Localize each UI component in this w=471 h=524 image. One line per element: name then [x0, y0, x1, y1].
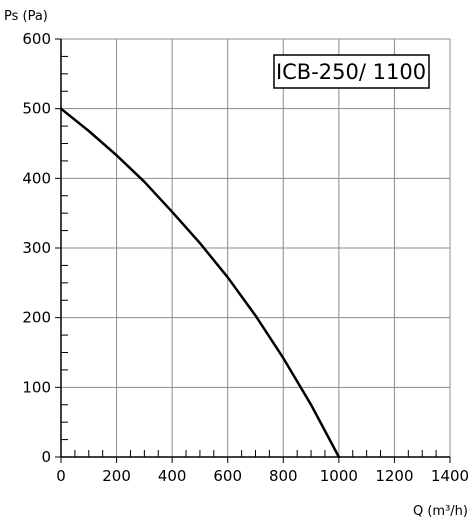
- series-layer: [59, 107, 341, 459]
- grid-lines: [61, 38, 451, 457]
- y-tick-label: 200: [22, 309, 51, 327]
- x-tick-label: 1400: [431, 467, 469, 485]
- x-tick-label: 1000: [320, 467, 358, 485]
- x-tick-label: 400: [158, 467, 187, 485]
- x-tick-label: 0: [56, 467, 66, 485]
- minor-ticks: [61, 55, 437, 457]
- x-tick-label: 200: [102, 467, 131, 485]
- series-line: [59, 107, 341, 459]
- y-tick-label: 400: [22, 169, 51, 187]
- y-tick-label: 300: [22, 239, 51, 257]
- y-tick-label: 600: [22, 30, 51, 48]
- y-tick-label: 500: [22, 100, 51, 118]
- x-tick-label: 800: [269, 467, 298, 485]
- chart-title: ICB-250/ 1100: [276, 60, 426, 84]
- y-tick-label: 100: [22, 378, 51, 396]
- tick-labels: 0 200 400 600 800 1000 1200 1400 0 100 200 300 400 50…: [22, 30, 469, 485]
- x-tick-label: 1200: [375, 467, 413, 485]
- y-axis-label: Ps (Pa): [4, 9, 48, 24]
- x-axis-label: Q (m³/h): [413, 504, 468, 519]
- chart-title-box: ICB-250/ 1100: [273, 54, 430, 89]
- chart-title-border: [273, 54, 430, 89]
- y-tick-label: 0: [41, 448, 51, 466]
- x-tick-label: 600: [213, 467, 242, 485]
